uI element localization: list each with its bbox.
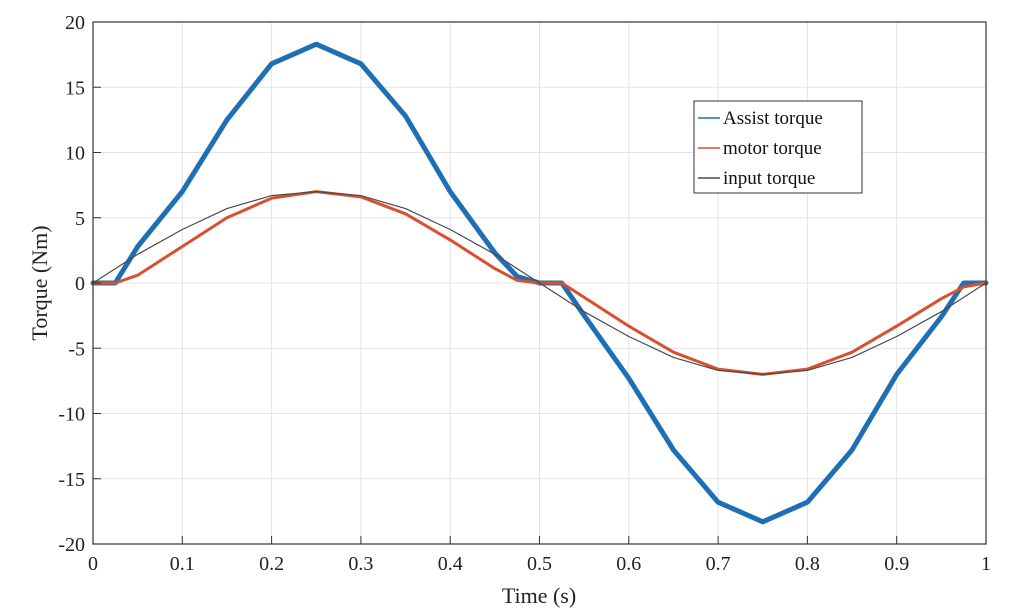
x-axis-label: Time (s) <box>502 583 576 608</box>
y-tick-label: 20 <box>65 12 85 34</box>
y-tick-label: -10 <box>58 404 85 426</box>
x-tick-label: 0.1 <box>170 553 195 575</box>
series-layer <box>90 41 989 525</box>
x-tick-label: 0.5 <box>527 553 552 575</box>
y-tick-label: 10 <box>65 143 85 165</box>
y-axis-label: Torque (Nm) <box>27 225 52 340</box>
tick-marks <box>92 21 987 545</box>
legend-box <box>693 100 863 194</box>
x-tick-label: 1 <box>981 553 991 575</box>
y-tick-label: 15 <box>65 77 85 99</box>
legend-label-motor: motor torque <box>723 138 822 159</box>
tick-labels: 0 0.1 0.2 0.3 0.4 0.5 0.6 0.7 0.8 0.9 1 20 15 10 5 0 -5 -… <box>58 12 991 575</box>
x-tick-label: 0.8 <box>795 553 820 575</box>
x-tick-label: 0.7 <box>706 553 731 575</box>
series-line-input-torque <box>92 191 987 375</box>
legend-label-assist: Assist torque <box>723 108 823 129</box>
y-tick-label: -20 <box>58 534 85 556</box>
x-tick-label: 0.6 <box>616 553 641 575</box>
x-tick-label: 0.9 <box>884 553 909 575</box>
x-tick-label: 0.3 <box>348 553 373 575</box>
y-tick-label: -5 <box>68 338 85 360</box>
y-tick-label: -15 <box>58 469 85 491</box>
x-tick-label: 0 <box>88 553 98 575</box>
x-tick-label: 0.4 <box>438 553 463 575</box>
y-tick-label: 5 <box>75 208 85 230</box>
y-tick-label: 0 <box>75 273 85 295</box>
legend: Assist torque motor torque input torque <box>693 100 863 194</box>
x-tick-label: 0.2 <box>259 553 284 575</box>
legend-label-input: input torque <box>723 168 815 189</box>
